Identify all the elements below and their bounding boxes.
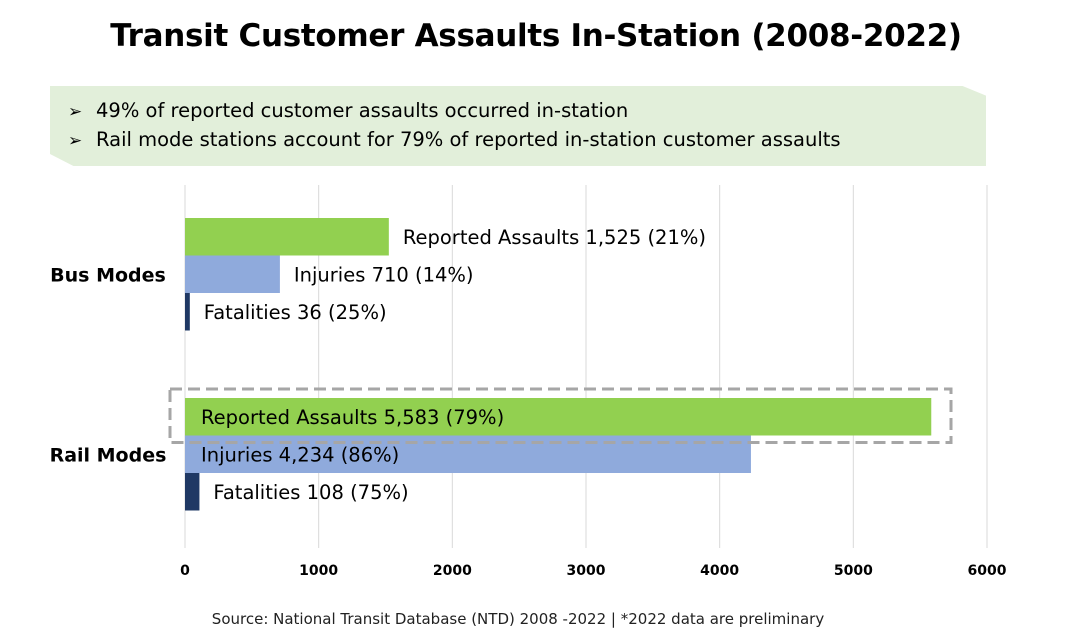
data-label: Reported Assaults 5,583 (79%) xyxy=(201,406,504,429)
bar xyxy=(185,255,280,293)
callout-bullet: ➢ Rail mode stations account for 79% of r… xyxy=(68,128,841,151)
callout-bullet-text: 49% of reported customer assaults occurr… xyxy=(96,99,629,122)
bar xyxy=(185,293,190,331)
y-category-label: Bus Modes xyxy=(50,264,166,286)
x-tick-label: 1000 xyxy=(299,563,338,579)
callout-bullet: ➢ 49% of reported customer assaults occur… xyxy=(68,99,628,122)
x-tick-label: 6000 xyxy=(968,563,1007,579)
x-tick-label: 0 xyxy=(180,563,190,579)
source-note: Source: National Transit Database (NTD) … xyxy=(211,610,825,628)
x-tick-label: 5000 xyxy=(834,563,873,579)
data-label: Fatalities 108 (75%) xyxy=(213,481,408,504)
highlight-box xyxy=(168,387,953,444)
bar-chart: 0 1000 2000 3000 4000 5000 6000 Bus Modes Report… xyxy=(50,185,1007,579)
arrow-bullet-icon: ➢ xyxy=(68,102,83,122)
bar xyxy=(185,218,389,256)
callout-box xyxy=(50,86,986,166)
y-category-label: Rail Modes xyxy=(50,444,167,466)
bar xyxy=(185,398,932,436)
page-title: Transit Customer Assaults In-Station (20… xyxy=(110,18,962,54)
bar xyxy=(185,473,200,511)
data-label: Injuries 710 (14%) xyxy=(294,263,474,286)
data-label: Fatalities 36 (25%) xyxy=(204,301,387,324)
callout-bullet-text: Rail mode stations account for 79% of re… xyxy=(96,128,841,151)
x-tick-label: 2000 xyxy=(433,563,472,579)
data-label: Injuries 4,234 (86%) xyxy=(201,443,399,466)
arrow-bullet-icon: ➢ xyxy=(68,131,83,151)
x-tick-label: 3000 xyxy=(567,563,606,579)
x-tick-label: 4000 xyxy=(700,563,739,579)
data-label: Reported Assaults 1,525 (21%) xyxy=(403,226,706,249)
